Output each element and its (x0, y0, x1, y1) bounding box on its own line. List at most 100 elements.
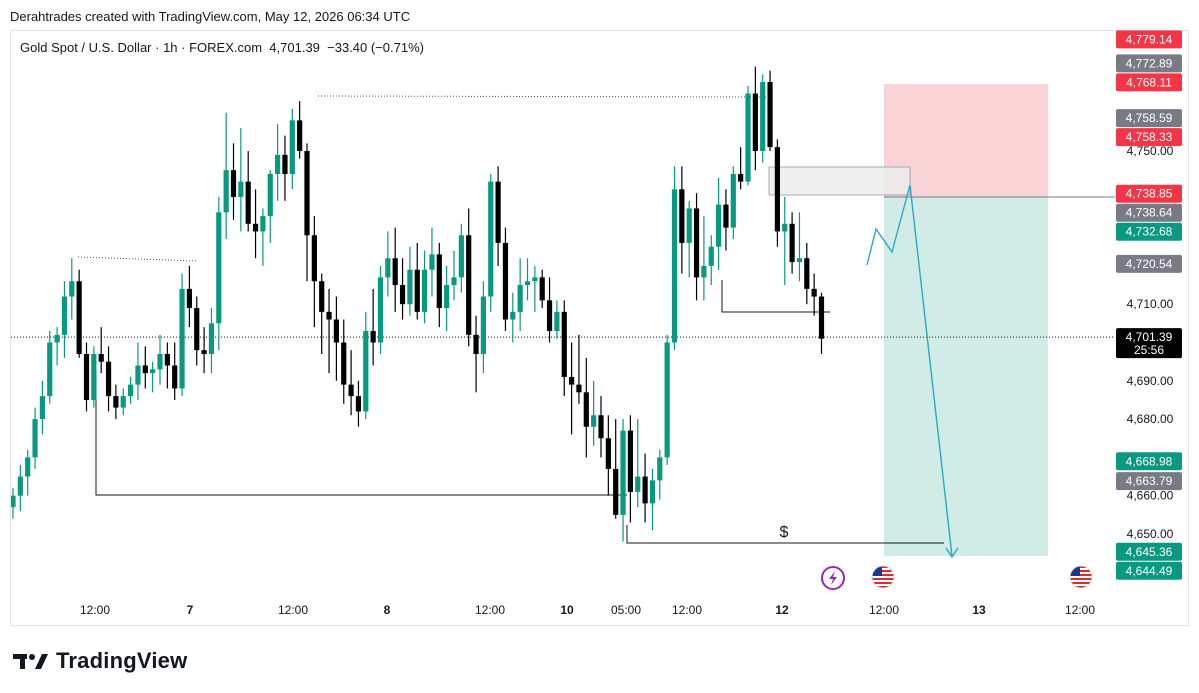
candle (25, 449, 31, 496)
price-axis-label: 4,768.11 (1116, 73, 1182, 92)
candle (708, 235, 714, 286)
candle (554, 300, 560, 339)
candle (399, 258, 406, 320)
supply-zone-box (768, 166, 911, 196)
flag-canton (1070, 566, 1080, 576)
price-axis-label: 4,738.85 (1116, 184, 1182, 203)
candle-body (304, 151, 310, 236)
candle-body (436, 254, 442, 309)
candle-body (818, 296, 825, 339)
price-label-bg (1116, 54, 1182, 73)
us-flag-icon[interactable] (871, 565, 895, 589)
candle-body (716, 204, 722, 247)
symbol-legend: Gold Spot / U.S. Dollar · 1h · FOREX.com… (20, 40, 425, 55)
support-line (95, 372, 627, 496)
candle-body (135, 365, 141, 385)
countdown-text: 25:56 (1134, 343, 1164, 357)
price-label-bg (1116, 184, 1182, 203)
candle (98, 327, 104, 374)
candle-body (642, 476, 648, 504)
us-flag-icon[interactable] (1069, 565, 1093, 589)
candle-body (664, 342, 670, 458)
candle-body (25, 457, 31, 477)
candle-body (510, 311, 516, 320)
price-axis-label: 4,758.59 (1116, 109, 1182, 128)
candle (767, 70, 773, 151)
price-label-bg (1116, 222, 1182, 241)
candle (458, 223, 464, 293)
price-label-bg (1116, 203, 1182, 222)
candle (407, 246, 413, 316)
candle (113, 384, 119, 420)
candle-body (47, 342, 53, 397)
price-label-bg (1116, 128, 1182, 147)
symbol-name[interactable]: Gold Spot / U.S. Dollar (20, 40, 152, 55)
candle (782, 196, 788, 286)
candle-body (561, 311, 567, 377)
candle-body (693, 208, 700, 278)
candle (569, 342, 575, 435)
candle (275, 124, 281, 201)
y-axis-tick-label: 4,750.00 (1127, 144, 1174, 158)
candle (282, 135, 288, 201)
candle-body (782, 223, 788, 232)
candle (17, 465, 23, 512)
lightning-event-icon[interactable] (821, 566, 845, 590)
lightning-bolt (829, 571, 837, 585)
candle-body (671, 189, 678, 343)
candle-body (282, 154, 288, 174)
candle (738, 147, 744, 190)
candle (142, 346, 148, 389)
candle-body (502, 242, 509, 320)
candle (510, 292, 516, 343)
candle (267, 170, 273, 243)
candle-body (120, 396, 126, 408)
candle-body (326, 311, 332, 320)
x-axis-tick-label: 12:00 (278, 603, 308, 617)
candle (818, 292, 825, 354)
price-label-text: 4,645.36 (1126, 545, 1173, 559)
candle (451, 250, 457, 301)
high-dotted-line-1 (77, 256, 199, 262)
candle-body (297, 120, 303, 151)
candle (561, 300, 567, 397)
candle (135, 342, 141, 400)
candle-body (208, 323, 215, 354)
candle (348, 350, 354, 416)
x-axis-tick-label: 10 (560, 603, 574, 617)
candle (392, 227, 398, 312)
price-axis-label: 4,732.68 (1116, 222, 1182, 241)
flag-ring (1069, 565, 1093, 589)
price-label-bg (1116, 561, 1182, 580)
candle-body (444, 285, 450, 309)
candle (61, 281, 68, 358)
price-change: −33.40 (327, 40, 368, 55)
candle (796, 212, 803, 282)
candle (649, 468, 656, 531)
candle (488, 173, 494, 312)
flag-stripe (872, 566, 894, 568)
candle-body (532, 277, 538, 282)
candle (671, 166, 678, 351)
candle (576, 334, 582, 404)
candle (260, 208, 266, 266)
candle-body (201, 350, 207, 354)
flag-canton (872, 566, 882, 576)
flag-body (1070, 566, 1092, 588)
candle-body (76, 281, 82, 354)
candle (502, 227, 509, 332)
candle-body (730, 173, 736, 228)
candle (179, 273, 185, 397)
candle-body (473, 334, 479, 354)
price-label-text: 4,758.59 (1126, 111, 1173, 125)
symbol-interval[interactable]: 1h (163, 40, 178, 55)
price-label-bg (1116, 73, 1182, 92)
candle-body (179, 288, 185, 389)
tradingview-logo[interactable]: TradingView (12, 648, 187, 674)
y-axis-tick-label: 4,650.00 (1127, 527, 1174, 541)
candle-body (569, 376, 575, 385)
y-axis-tick-label: 4,690.00 (1127, 374, 1174, 388)
price-label-text: 4,768.11 (1126, 75, 1172, 89)
flag-body (872, 566, 894, 588)
